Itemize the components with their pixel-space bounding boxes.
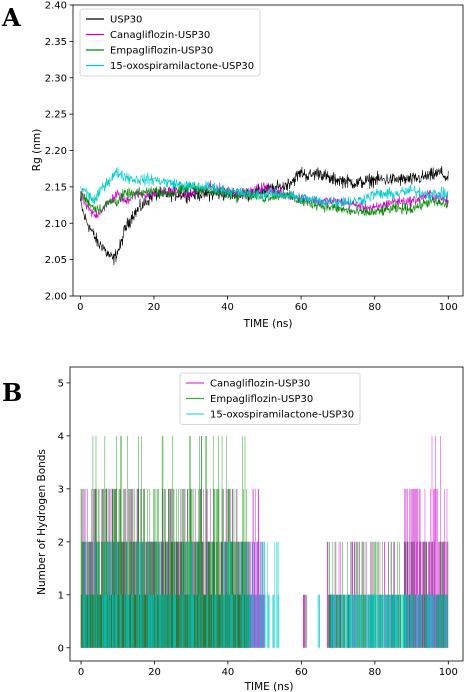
plot-a: 0 20 40 60 80 100 2.00 2.05 2.10 2.15 2.20 2.25 2.30…	[45, 1, 464, 313]
panel-b-legend-entry: Empagliflozin-USP30	[210, 394, 313, 405]
panel-b-x-tick-label: 20	[148, 667, 161, 678]
panel-a-x-tick-label: 20	[148, 302, 161, 313]
plot-b: 0 20 40 60 80 100 0 1 2 3 4 5 Canagliflozin-USP30 Emp…	[58, 366, 464, 678]
panel-a-x-axis-label: TIME (ns)	[243, 318, 293, 330]
panel-a-x-tick-label: 40	[221, 302, 234, 313]
panel-a-legend-entry: Canagliflozin-USP30	[110, 30, 210, 41]
panel-b-y-tick-label: 1	[58, 590, 64, 601]
panel-b-x-tick-label: 40	[222, 667, 235, 678]
panel-a-y-tick-label: 2.35	[45, 37, 67, 48]
panel-a-x-tick-label: 80	[368, 302, 381, 313]
panel-b-legend-entry: 15-oxospiramilactone-USP30	[210, 410, 354, 421]
panel-a-legend-entry: Empagliflozin-USP30	[110, 46, 213, 57]
panel-a-x-tick-label: 0	[77, 302, 83, 313]
panel-a-y-tick-label: 2.00	[45, 292, 67, 303]
panel-b-x-axis-label: TIME (ns)	[244, 681, 294, 692]
panel-b-y-tick-label: 5	[58, 378, 64, 389]
panel-b-x-tick-label: 100	[439, 667, 458, 678]
panel-b-y-axis-label: Number of Hydrogen Bonds	[36, 449, 48, 595]
panel-a-x-tick-label: 60	[295, 302, 308, 313]
panel-a-label: A	[1, 3, 21, 32]
panel-a-y-tick-label: 2.40	[45, 1, 67, 12]
panel-b-x-tick-label: 60	[295, 667, 308, 678]
panel-a-y-tick-label: 2.10	[45, 219, 67, 230]
panel-b-plot-frame	[69, 366, 464, 662]
panel-a-legend-entry: 15-oxospiramilactone-USP30	[110, 61, 254, 72]
panel-b-y-tick-label: 3	[58, 484, 64, 495]
panel-b-legend-entry: Canagliflozin-USP30	[210, 379, 310, 390]
panel-a-series-line	[80, 166, 449, 208]
panel-a-y-axis-label: Rg (nm)	[31, 129, 43, 171]
panel-b-y-tick-label: 2	[58, 537, 64, 548]
panel-a-y-tick-label: 2.30	[45, 73, 67, 84]
panel-a-legend	[79, 8, 261, 77]
panel-b-y-tick-label: 0	[58, 643, 64, 654]
panel-a-y-tick-label: 2.05	[45, 255, 67, 266]
panel-a-y-tick-label: 2.25	[45, 110, 67, 121]
panel-a-legend-entry: USP30	[110, 15, 142, 26]
panel-a-series-line	[80, 181, 449, 217]
panel-b-legend	[179, 372, 361, 425]
panel-b-label: B	[2, 378, 22, 407]
panel-a-y-tick-label: 2.20	[45, 146, 67, 157]
panel-b-x-tick-label: 80	[368, 667, 381, 678]
panel-a-y-tick-label: 2.15	[45, 182, 67, 193]
panel-b-x-tick-label: 0	[78, 667, 84, 678]
panel-a-x-tick-label: 100	[439, 302, 458, 313]
panel-b-y-tick-label: 4	[58, 431, 64, 442]
